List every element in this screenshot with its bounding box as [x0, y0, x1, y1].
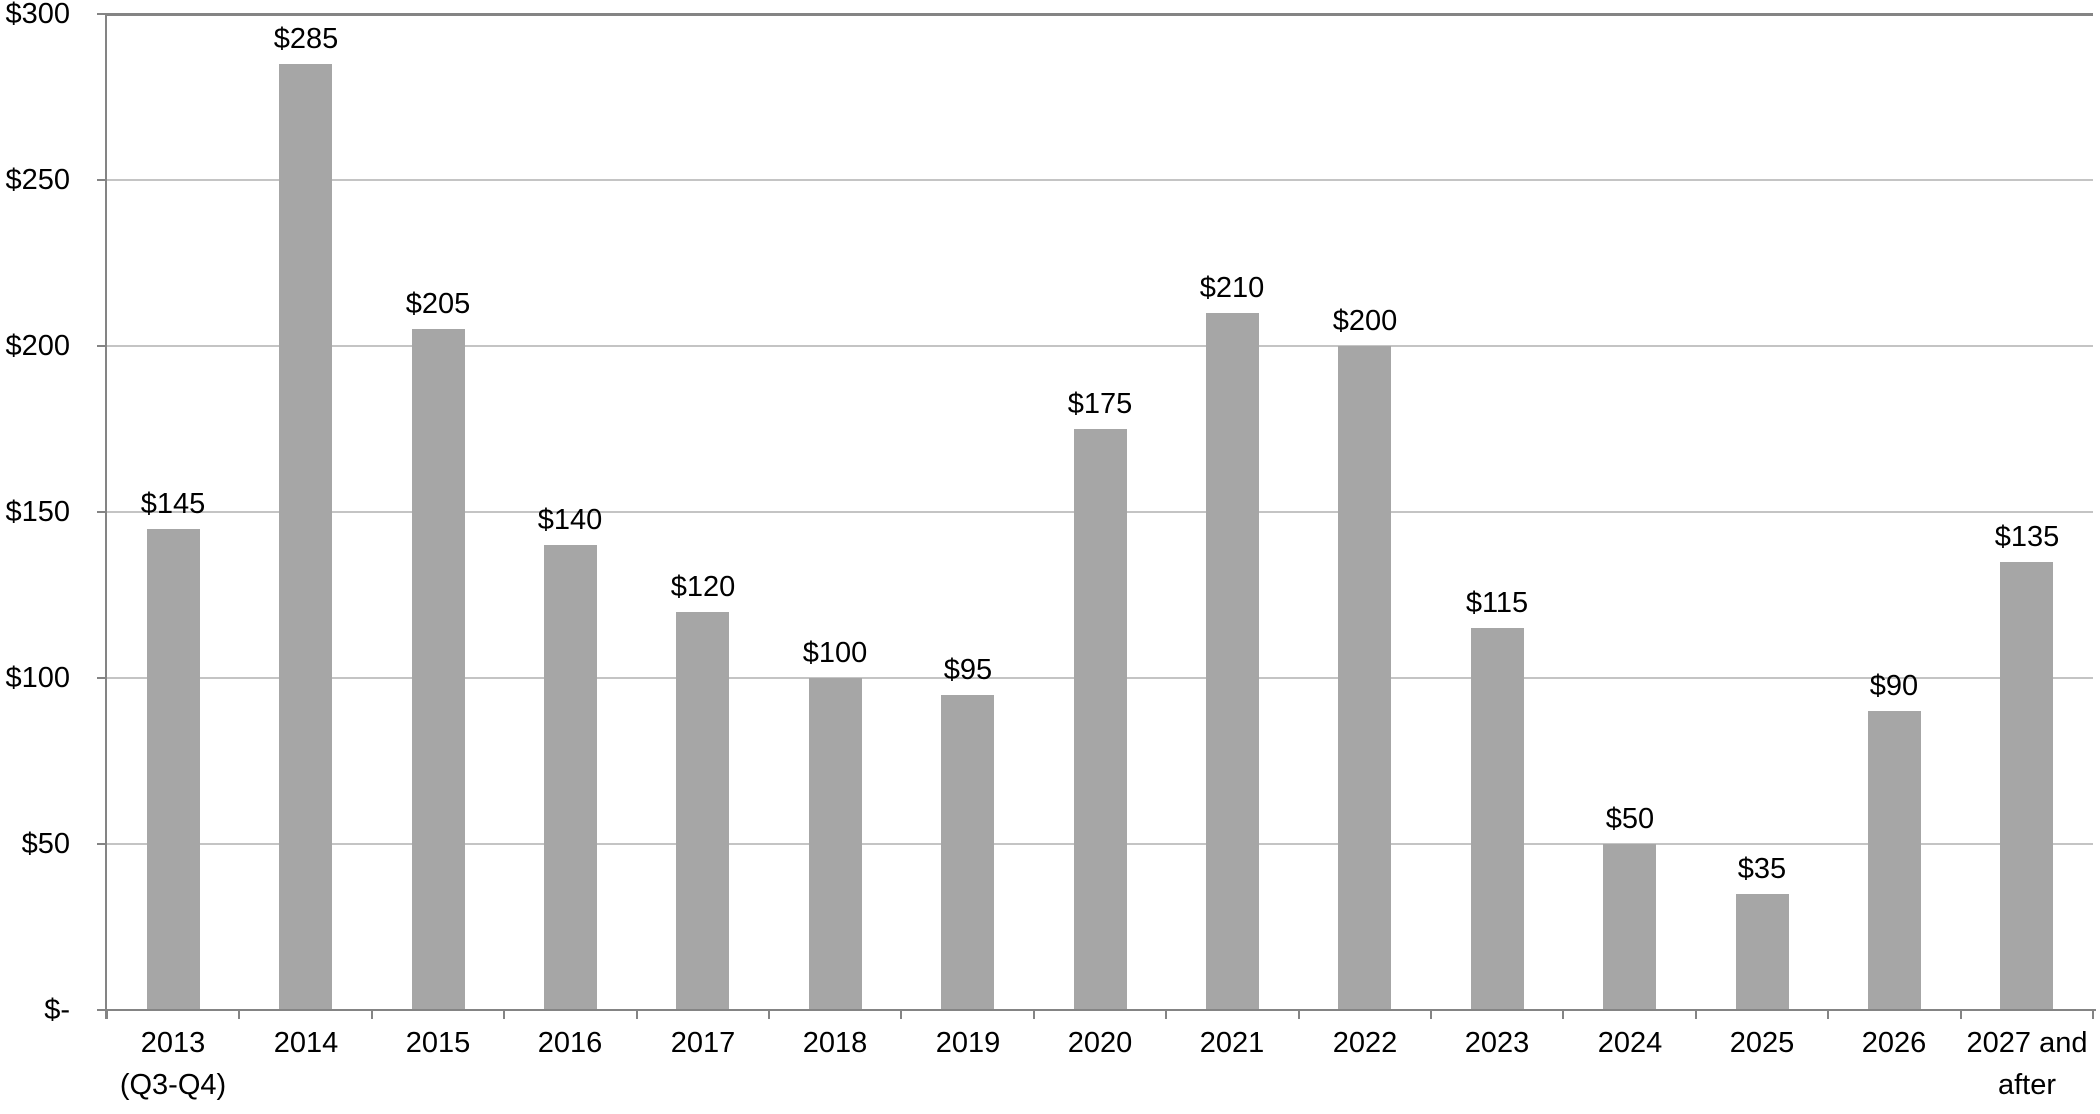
- bar-value-label: $205: [405, 288, 471, 320]
- bar: [1868, 711, 1921, 1010]
- x-axis-tick-mark: [1430, 1010, 1432, 1019]
- x-axis-tick-mark: [371, 1010, 373, 1019]
- x-axis-category-label-line: 2020: [1067, 1027, 1133, 1059]
- x-axis-category-label: 2027 and after: [1967, 1022, 2088, 1106]
- x-axis-category-label: 2023: [1465, 1022, 1530, 1064]
- x-axis-category-label-line: 2027 and: [1966, 1027, 2088, 1059]
- bar-value-label: $95: [943, 654, 993, 686]
- x-axis-category-label-line: 2015: [405, 1027, 471, 1059]
- bar-value-label: $145: [140, 488, 206, 520]
- x-axis-category-label-line: 2013: [140, 1027, 206, 1059]
- bar-value-label: $210: [1199, 272, 1265, 304]
- x-axis-category-label: 2014: [274, 1022, 339, 1064]
- bar-value-label: $50: [1605, 803, 1655, 835]
- y-axis-tick-mark: [97, 677, 107, 679]
- x-axis-tick-mark: [1298, 1010, 1300, 1019]
- x-axis-category-label: 2022: [1333, 1022, 1398, 1064]
- x-axis-category-label-line: 2026: [1861, 1027, 1927, 1059]
- bar-value-label: $115: [1465, 587, 1529, 619]
- x-axis-tick-mark: [1960, 1010, 1962, 1019]
- x-axis-category-label: 2018: [803, 1022, 868, 1064]
- x-axis-tick-mark: [900, 1010, 902, 1019]
- bar: [544, 545, 597, 1010]
- x-axis-category-label-line: 2023: [1464, 1027, 1530, 1059]
- x-axis-category-label-line: 2014: [273, 1027, 339, 1059]
- gridline: [107, 179, 2093, 181]
- y-axis-tick-label: $300: [5, 0, 70, 30]
- x-axis-category-label-line: 2024: [1597, 1027, 1663, 1059]
- y-axis-tick-mark: [97, 511, 107, 513]
- bar-value-label: $120: [670, 571, 736, 603]
- bar-value-label: $135: [1994, 521, 2060, 553]
- bar: [412, 329, 465, 1010]
- y-axis-line: [105, 14, 107, 1019]
- x-axis-tick-mark: [636, 1010, 638, 1019]
- bar-value-label: $90: [1869, 670, 1919, 702]
- y-axis-tick-label: $250: [5, 164, 70, 196]
- bar: [279, 64, 332, 1010]
- x-axis-category-label: 2013 (Q3-Q4): [120, 1022, 226, 1106]
- x-axis-tick-mark: [1827, 1010, 1829, 1019]
- x-axis-tick-mark: [1165, 1010, 1167, 1019]
- bar-value-label: $175: [1067, 388, 1133, 420]
- x-axis-tick-mark: [503, 1010, 505, 1019]
- x-axis-tick-mark: [1695, 1010, 1697, 1019]
- bar: [809, 678, 862, 1010]
- x-axis-category-label: 2026: [1862, 1022, 1927, 1064]
- bar: [1603, 844, 1656, 1010]
- x-axis-category-label-line: 2025: [1729, 1027, 1795, 1059]
- x-axis-category-label: 2020: [1068, 1022, 1133, 1064]
- x-axis-category-label: 2015: [406, 1022, 471, 1064]
- y-axis-tick-mark: [97, 345, 107, 347]
- x-axis-tick-mark: [2092, 1010, 2094, 1019]
- y-axis-tick-label: $100: [5, 662, 70, 694]
- x-axis-category-label: 2017: [671, 1022, 736, 1064]
- x-axis-category-label-line: after: [1997, 1069, 2057, 1101]
- x-axis-tick-mark: [1033, 1010, 1035, 1019]
- x-axis-category-label: 2025: [1730, 1022, 1795, 1064]
- x-axis-tick-mark: [106, 1010, 108, 1019]
- x-axis-category-label-line: 2021: [1199, 1027, 1265, 1059]
- y-axis-tick-label: $200: [5, 330, 70, 362]
- y-axis-tick-mark: [97, 13, 107, 15]
- x-axis-category-label: 2019: [936, 1022, 1001, 1064]
- bar: [676, 612, 729, 1010]
- y-axis-tick-label: $-: [44, 994, 70, 1026]
- bar: [941, 695, 994, 1010]
- y-axis-tick-mark: [97, 843, 107, 845]
- bar-value-label: $200: [1332, 305, 1398, 337]
- x-axis-category-label: 2016: [538, 1022, 603, 1064]
- x-axis-tick-mark: [768, 1010, 770, 1019]
- bar-value-label: $35: [1737, 853, 1787, 885]
- x-axis-category-label-line: 2022: [1332, 1027, 1398, 1059]
- bar-value-label: $140: [537, 504, 603, 536]
- x-axis-line: [97, 1009, 2096, 1011]
- plot-top-border: [107, 13, 2093, 16]
- bar: [1074, 429, 1127, 1010]
- bar-value-label: $285: [273, 23, 339, 55]
- x-axis-category-label: 2024: [1598, 1022, 1663, 1064]
- gridline: [107, 345, 2093, 347]
- bar: [1206, 313, 1259, 1010]
- x-axis-tick-mark: [238, 1010, 240, 1019]
- y-axis-tick-label: $50: [21, 828, 70, 860]
- x-axis-category-label: 2021: [1200, 1022, 1265, 1064]
- bar: [1471, 628, 1524, 1010]
- bar: [1338, 346, 1391, 1010]
- x-axis-category-label-line: 2016: [537, 1027, 603, 1059]
- y-axis-tick-mark: [97, 179, 107, 181]
- bar: [147, 529, 200, 1010]
- x-axis-category-label-line: (Q3-Q4): [119, 1069, 227, 1101]
- y-axis-tick-label: $150: [5, 496, 70, 528]
- bar: [2000, 562, 2053, 1010]
- x-axis-category-label-line: 2019: [935, 1027, 1001, 1059]
- bar-value-label: $100: [802, 637, 868, 669]
- x-axis-category-label-line: 2018: [802, 1027, 868, 1059]
- x-axis-category-label-line: 2017: [670, 1027, 736, 1059]
- bar: [1736, 894, 1789, 1010]
- x-axis-tick-mark: [1562, 1010, 1564, 1019]
